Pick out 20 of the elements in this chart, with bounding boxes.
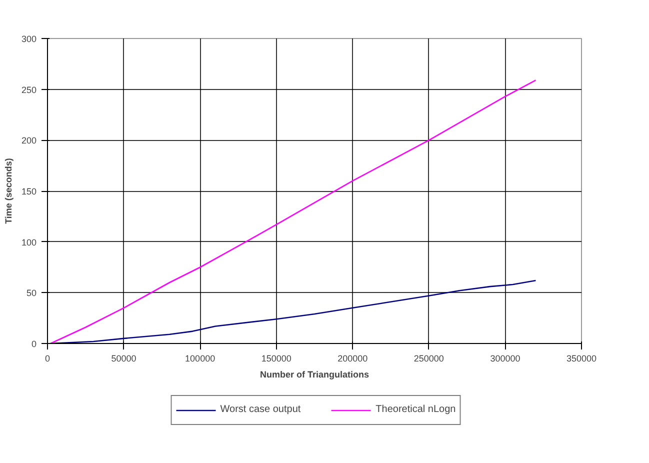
x-tick-label: 0 <box>44 354 50 364</box>
x-tick-label: 50000 <box>111 354 136 364</box>
legend-label: Worst case output <box>220 404 301 415</box>
y-tick-label: 50 <box>26 288 37 298</box>
y-tick-label: 0 <box>31 339 37 349</box>
y-tick-label: 200 <box>21 136 37 146</box>
y-axis-title: Time (seconds) <box>3 158 14 224</box>
legend-label: Theoretical nLogn <box>376 404 456 415</box>
x-tick-label: 300000 <box>490 354 520 364</box>
line-series <box>50 80 536 344</box>
x-tick-label: 250000 <box>414 354 444 364</box>
x-axis-title: Number of Triangulations <box>260 370 370 380</box>
x-tick-label: 100000 <box>185 354 216 364</box>
x-tick-label: 200000 <box>338 354 368 364</box>
y-tick-label: 100 <box>21 237 37 248</box>
x-tick-label: 150000 <box>261 354 292 364</box>
y-tick-label: 300 <box>21 34 37 44</box>
y-tick-label: 250 <box>21 84 37 95</box>
x-tick-label: 350000 <box>566 354 597 364</box>
y-tick-label: 150 <box>21 186 37 196</box>
